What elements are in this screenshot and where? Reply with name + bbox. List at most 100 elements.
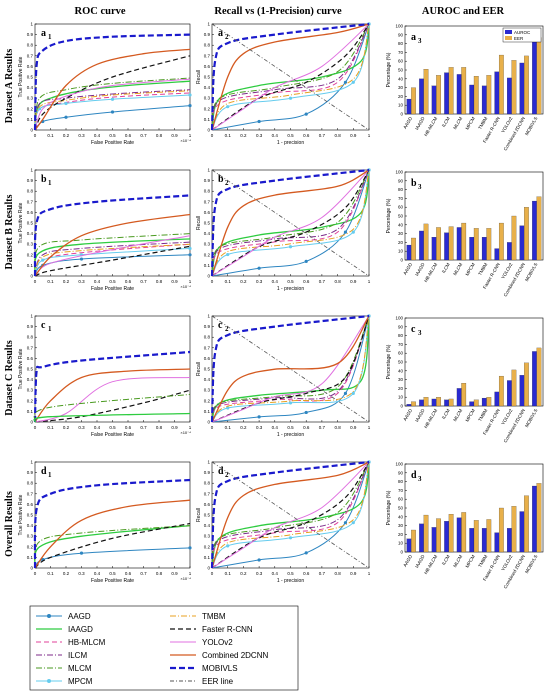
bar-eer xyxy=(448,398,454,407)
bar-eer xyxy=(411,529,416,553)
data-point xyxy=(304,410,308,415)
y-axis-label: True Positive Rate xyxy=(18,202,24,243)
tick-label: 0.5 xyxy=(287,133,294,138)
tick-label: 60 xyxy=(398,351,404,356)
series-line-yolov2 xyxy=(211,23,370,131)
panel-label: c xyxy=(411,324,416,335)
tick-label: 0.4 xyxy=(27,85,34,90)
tick-label: 80 xyxy=(398,479,404,484)
series-line-yolov2 xyxy=(211,169,370,277)
data-point xyxy=(257,415,261,419)
series-line-eer-line xyxy=(211,23,370,131)
bar-auroc xyxy=(481,85,487,115)
tick-label: 0.9 xyxy=(27,32,34,37)
series-line-faster-r-cnn xyxy=(211,315,370,423)
data-point xyxy=(41,258,45,262)
tick-label: 80 xyxy=(398,187,404,192)
tick-label: 0.8 xyxy=(204,43,211,48)
tick-label: 0.6 xyxy=(204,210,211,215)
tick-label: 0 xyxy=(34,425,37,430)
pr-panel: 0 0.1 0.2 0.3 0.4 0.5 0.6 0.7 0.8 0.9 1 0 0.1 0.2 0.3 0… xyxy=(196,460,371,585)
bar-auroc xyxy=(419,523,424,553)
series-line-tmbm xyxy=(211,23,370,131)
bar-eer xyxy=(436,518,441,553)
series-line-yolov2 xyxy=(211,315,370,423)
bar-panel: 0 10 20 30 40 50 60 70 80 90 100 Percentage (%) d 3 AA… xyxy=(386,462,544,589)
column-title: AUROC and EER xyxy=(422,6,505,17)
tick-label: 1 xyxy=(368,571,371,576)
panel-label-sub: 2 xyxy=(225,179,229,187)
data-point xyxy=(188,246,192,251)
panel-label: d xyxy=(411,470,417,481)
tick-label: 70 xyxy=(398,488,404,493)
bar-auroc xyxy=(456,517,462,553)
category-label: MPCM xyxy=(465,554,476,569)
bar-auroc xyxy=(481,397,487,407)
y-axis-label: Percentage (%) xyxy=(386,52,392,87)
bar-auroc xyxy=(481,528,487,553)
series-line-eer-line xyxy=(211,169,370,277)
bar-eer xyxy=(536,347,542,407)
tick-label: 0.7 xyxy=(140,425,147,430)
category-label: ILCM xyxy=(441,408,451,420)
panel-label: c xyxy=(41,320,46,331)
data-point xyxy=(257,119,261,124)
tick-label: 0 xyxy=(400,258,403,263)
tick-label: 100 xyxy=(395,170,403,175)
data-point xyxy=(257,558,261,562)
category-label: YOLOv2 xyxy=(500,262,513,280)
data-point xyxy=(64,115,68,119)
category-label: MLCM xyxy=(452,262,463,276)
panel-label: c xyxy=(218,320,223,331)
x-axis-label: 1 - precision xyxy=(277,578,304,584)
tick-label: 0.9 xyxy=(27,178,34,183)
bar-auroc xyxy=(431,398,437,407)
category-label: IAAGD xyxy=(414,261,426,276)
bar-auroc xyxy=(406,404,412,407)
series-line-aagd xyxy=(34,254,191,277)
legend-swatch xyxy=(505,36,512,40)
tick-label: 0.1 xyxy=(47,425,54,430)
bar-eer xyxy=(448,514,454,553)
tick-label: 0.3 xyxy=(204,388,211,393)
tick-label: 0 xyxy=(207,128,210,133)
tick-label: 0.2 xyxy=(204,252,211,257)
tick-label: 0.4 xyxy=(272,571,279,576)
tick-label: 0.2 xyxy=(204,106,211,111)
category-label: MOBIVLS xyxy=(524,262,539,282)
tick-label: 0.5 xyxy=(27,75,34,80)
tick-label: 10 xyxy=(398,395,404,400)
legend-entry: MLCM xyxy=(68,664,92,673)
bar-auroc xyxy=(419,78,424,115)
tick-label: 0.4 xyxy=(94,133,101,138)
category-label: MLCM xyxy=(452,408,463,422)
data-point xyxy=(288,245,293,249)
tick-label: 0.5 xyxy=(109,133,116,138)
series-line-combined-2dcnn xyxy=(34,499,191,569)
tick-label: 0.1 xyxy=(27,117,34,122)
series-line-tmbm xyxy=(34,243,191,277)
tick-label: 0.5 xyxy=(27,513,34,518)
tick-label: 0 xyxy=(34,571,37,576)
tick-label: 0.9 xyxy=(350,133,357,138)
tick-label: 0.1 xyxy=(204,555,211,560)
tick-label: 0.9 xyxy=(171,133,178,138)
series-line-ilcm xyxy=(211,461,370,569)
tick-label: 0.7 xyxy=(204,345,211,350)
tick-label: 0.6 xyxy=(204,356,211,361)
panel-label: d xyxy=(41,466,47,477)
tick-label: 0.7 xyxy=(27,53,34,58)
bar-eer xyxy=(536,483,542,553)
bar-auroc xyxy=(507,242,512,261)
series-line-mobivls xyxy=(210,168,370,277)
series-line-mlcm xyxy=(34,233,191,277)
tick-label: 0.4 xyxy=(204,85,211,90)
bar-auroc xyxy=(456,388,462,407)
tick-label: 30 xyxy=(398,231,404,236)
data-point xyxy=(343,80,348,84)
bar-eer xyxy=(498,54,504,115)
series-line-combined-2dcnn xyxy=(211,315,370,423)
data-point xyxy=(343,521,348,525)
tick-label: 0.1 xyxy=(225,425,232,430)
tick-label: 0.9 xyxy=(350,425,357,430)
